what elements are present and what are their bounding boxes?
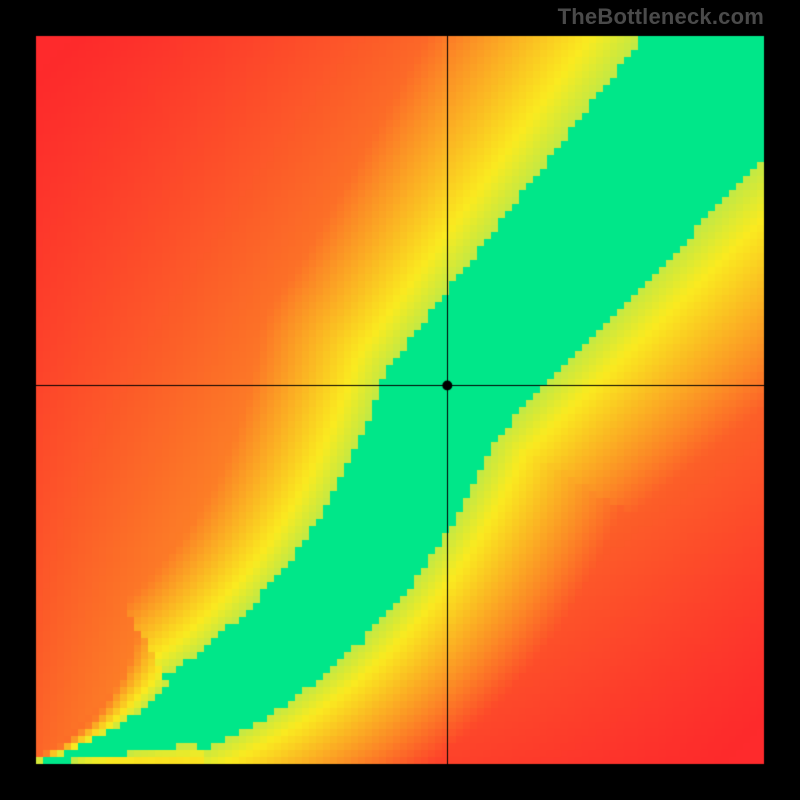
- watermark-text: TheBottleneck.com: [558, 4, 764, 30]
- bottleneck-heatmap: [0, 0, 800, 800]
